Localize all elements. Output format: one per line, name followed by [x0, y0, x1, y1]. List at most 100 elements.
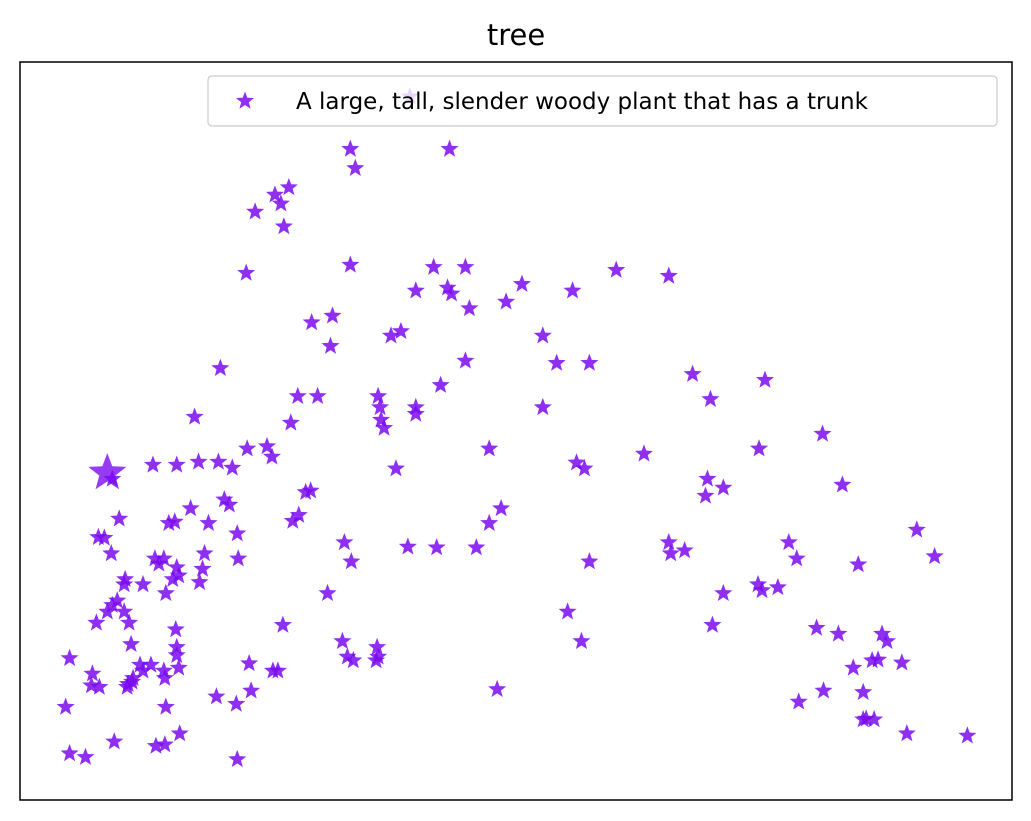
scatter-point	[228, 749, 247, 768]
scatter-point	[318, 583, 337, 602]
scatter-point	[371, 397, 390, 416]
scatter-point	[146, 736, 165, 754]
scatter-point	[341, 139, 360, 157]
scatter-point	[714, 583, 733, 602]
scatter-point	[90, 677, 109, 695]
scatter-point	[118, 677, 137, 695]
scatter-point	[120, 613, 139, 631]
scatter-point	[480, 513, 499, 531]
scatter-point	[844, 658, 863, 676]
scatter-point	[398, 537, 417, 555]
scatter-point	[512, 274, 531, 292]
scatter-point	[369, 647, 388, 665]
scatter-point	[60, 648, 79, 666]
scatter-point	[698, 469, 717, 487]
scatter-point	[575, 459, 594, 477]
scatter-point	[829, 624, 848, 642]
scatter-point	[229, 549, 248, 567]
scatter-point	[558, 602, 577, 620]
scatter-point	[863, 651, 882, 669]
legend-box	[207, 75, 998, 127]
scatter-point	[321, 336, 340, 354]
scatter-point	[199, 513, 218, 531]
scatter-point	[750, 439, 769, 457]
scatter-point	[238, 439, 257, 457]
scatter-point	[701, 389, 720, 407]
scatter-point	[431, 375, 450, 393]
scatter-point	[675, 541, 694, 559]
scatter-point	[335, 532, 354, 551]
scatter-point	[460, 298, 479, 317]
scatter-point	[257, 437, 277, 455]
scatter-point	[279, 177, 298, 196]
scatter-point	[110, 509, 129, 527]
scatter-point	[240, 653, 259, 672]
scatter-point	[749, 575, 768, 593]
legend-star-marker	[235, 91, 255, 109]
scatter-point	[102, 544, 121, 562]
scatter-point	[190, 572, 209, 590]
scatter-point	[159, 513, 178, 531]
scatter-point	[195, 544, 214, 562]
scatter-point	[76, 747, 95, 765]
scatter-point	[456, 257, 475, 275]
scatter-point	[154, 549, 173, 567]
scatter-point	[533, 397, 552, 416]
scatter-point	[814, 681, 833, 699]
scatter-point	[367, 651, 386, 669]
scatter-point	[145, 549, 164, 567]
scatter-point	[659, 532, 678, 551]
scatter-point	[342, 552, 361, 570]
scatter-point	[873, 624, 892, 642]
scatter-point	[228, 524, 247, 542]
scatter-point	[467, 538, 486, 556]
scatter-point	[209, 452, 228, 470]
scatter-point	[833, 475, 852, 493]
highlight-point	[88, 453, 127, 490]
scatter-point	[133, 661, 153, 679]
scatter-point	[696, 486, 715, 504]
scatter-point	[547, 353, 566, 371]
scatter-point	[268, 661, 287, 679]
scatter-point	[227, 694, 246, 712]
scatter-point	[634, 444, 653, 462]
scatter-point	[265, 185, 284, 203]
scatter-point	[533, 326, 552, 344]
scatter-point	[154, 661, 173, 679]
scatter-point	[207, 687, 226, 705]
scatter-point	[897, 724, 916, 742]
scatter-point	[98, 602, 117, 620]
scatter-point	[440, 139, 459, 157]
scatter-point	[262, 447, 281, 465]
scatter-point	[406, 281, 425, 299]
scatter-point	[308, 386, 327, 404]
scatter-point	[271, 194, 290, 212]
scatter-point	[302, 313, 321, 331]
scatter-point	[344, 651, 363, 669]
scatter-point	[323, 306, 342, 324]
scatter-point	[167, 455, 186, 473]
scatter-point	[369, 386, 388, 404]
scatter-point	[215, 490, 234, 508]
scatter-point	[156, 583, 175, 602]
scatter-point	[779, 532, 798, 551]
scatter-point	[274, 217, 293, 235]
scatter-point	[220, 495, 239, 513]
scatter-point	[185, 407, 204, 425]
scatter-point	[661, 544, 680, 562]
scatter-point	[169, 566, 188, 584]
scatter-point	[288, 386, 307, 404]
scatter-point	[892, 653, 911, 671]
scatter-point	[456, 351, 475, 369]
scatter-point	[563, 281, 582, 299]
scatter-point	[237, 263, 256, 281]
scatter-point	[703, 615, 722, 633]
scatter-point	[143, 455, 162, 473]
plot-frame	[19, 61, 1013, 801]
scatter-point	[211, 358, 230, 376]
scatter-point	[166, 620, 185, 638]
scatter-point	[787, 549, 806, 567]
scatter-point	[813, 424, 832, 442]
scatter-point	[427, 538, 446, 556]
scatter-point	[133, 575, 153, 593]
